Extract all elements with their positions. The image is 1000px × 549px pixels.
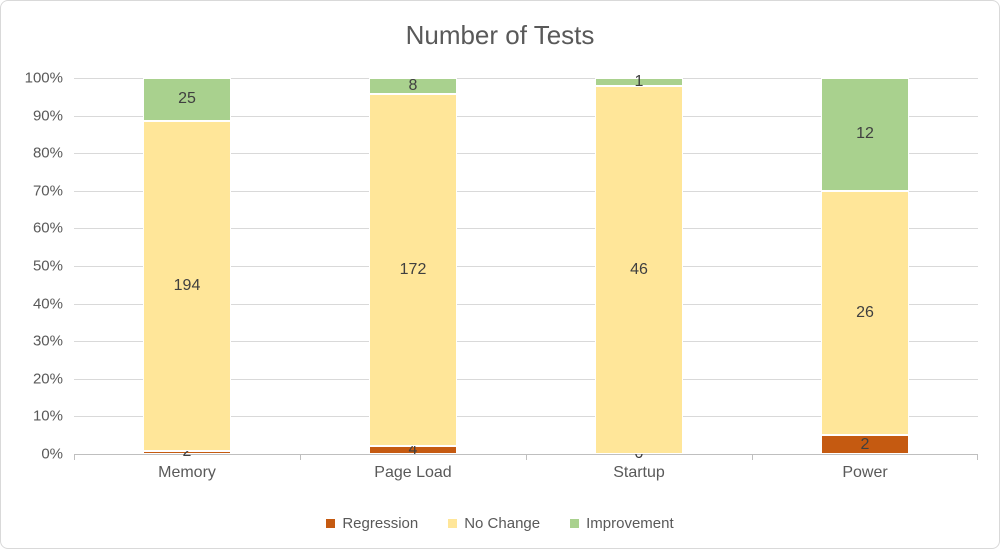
- stacked-bar: 0461: [595, 74, 683, 462]
- y-tick-label: 0%: [41, 445, 63, 463]
- bar-segment-improvement: 12: [821, 78, 909, 191]
- y-tick-label: 30%: [32, 332, 63, 350]
- x-axis-tick: [752, 454, 753, 460]
- gridline: [74, 115, 978, 117]
- bar-slot-memory: 2 194 25: [74, 78, 300, 460]
- gridline: [74, 416, 978, 418]
- legend-label: No Change: [464, 515, 541, 532]
- y-tick-label: 90%: [32, 107, 63, 125]
- gridline: [74, 341, 978, 343]
- stacked-bar: 2 194 25: [143, 78, 231, 460]
- category-label: Memory: [158, 464, 216, 481]
- y-tick-label: 20%: [32, 370, 63, 388]
- stacked-bar: 4 172 8: [369, 77, 457, 457]
- bar-segment-regression: 4: [369, 441, 457, 457]
- bar-segment-improvement: 25: [143, 78, 231, 121]
- gridline: [74, 78, 978, 79]
- x-axis-tick: [300, 454, 301, 460]
- data-label: 8: [408, 77, 418, 95]
- y-tick-label: 80%: [32, 144, 63, 162]
- stacked-bar: 2 26 12: [821, 78, 909, 454]
- category-label: Page Load: [374, 464, 452, 481]
- data-label: 4: [408, 440, 418, 458]
- gridline: [74, 153, 978, 155]
- bar-slot-page-load: 4 172 8: [300, 77, 526, 457]
- gridline: [74, 266, 978, 267]
- legend-item-no-change: No Change: [448, 515, 540, 532]
- bar-segment-no-change: 172: [369, 94, 457, 446]
- x-axis-tick: [977, 454, 978, 460]
- category-label: Power: [842, 464, 888, 481]
- y-axis-labels: 0% 10% 20% 30% 40% 50% 60% 70% 80% 90% 100%: [1, 70, 63, 463]
- data-label: 172: [399, 261, 427, 279]
- y-tick-label: 60%: [32, 219, 63, 237]
- y-tick-label: 100%: [24, 69, 63, 87]
- legend-swatch-icon: [448, 519, 458, 528]
- legend-swatch-icon: [326, 519, 336, 528]
- bar-slot-startup: 0461: [526, 74, 752, 462]
- y-tick-label: 50%: [32, 257, 63, 275]
- gridline: [74, 378, 978, 380]
- bar-segment-regression: 2: [143, 444, 231, 460]
- data-label: 46: [630, 261, 648, 278]
- legend-label: Regression: [342, 515, 419, 532]
- bar-slot-power: 2 26 12: [752, 78, 978, 454]
- bar-segment-no-change: 194: [143, 120, 231, 451]
- legend-item-regression: Regression: [326, 515, 418, 532]
- legend: Regression No Change Improvement: [1, 515, 999, 532]
- data-label: 25: [178, 90, 196, 108]
- plot-area: 21942541728046122612: [74, 74, 978, 462]
- y-tick-label: 40%: [32, 295, 63, 313]
- data-label: 2: [860, 435, 870, 453]
- bars-container: 21942541728046122612: [74, 74, 978, 462]
- x-axis-tick: [74, 454, 75, 460]
- data-label: 1: [634, 73, 644, 90]
- legend-item-improvement: Improvement: [570, 515, 674, 532]
- gridline: [74, 228, 978, 230]
- gridline: [74, 303, 978, 305]
- bar-segment-no-change: 26: [821, 190, 909, 436]
- data-label: 26: [856, 304, 874, 321]
- legend-label: Improvement: [586, 515, 674, 532]
- y-tick-label: 70%: [32, 182, 63, 200]
- x-axis-tick: [526, 454, 527, 460]
- bar-segment-no-change: 46: [595, 86, 683, 454]
- legend-swatch-icon: [570, 519, 580, 528]
- category-label: Startup: [613, 464, 665, 481]
- data-label: 12: [856, 125, 874, 143]
- x-axis-labels: Memory Page Load Startup Power: [74, 464, 978, 482]
- gridline: [74, 190, 978, 192]
- bar-segment-regression: 2: [821, 435, 909, 454]
- y-tick-label: 10%: [32, 407, 63, 425]
- chart-title: Number of Tests: [405, 20, 595, 50]
- data-label: 2: [182, 443, 192, 461]
- bar-segment-improvement: 8: [369, 77, 457, 95]
- bar-segment-improvement: 1: [595, 74, 683, 90]
- data-label: 194: [173, 276, 201, 294]
